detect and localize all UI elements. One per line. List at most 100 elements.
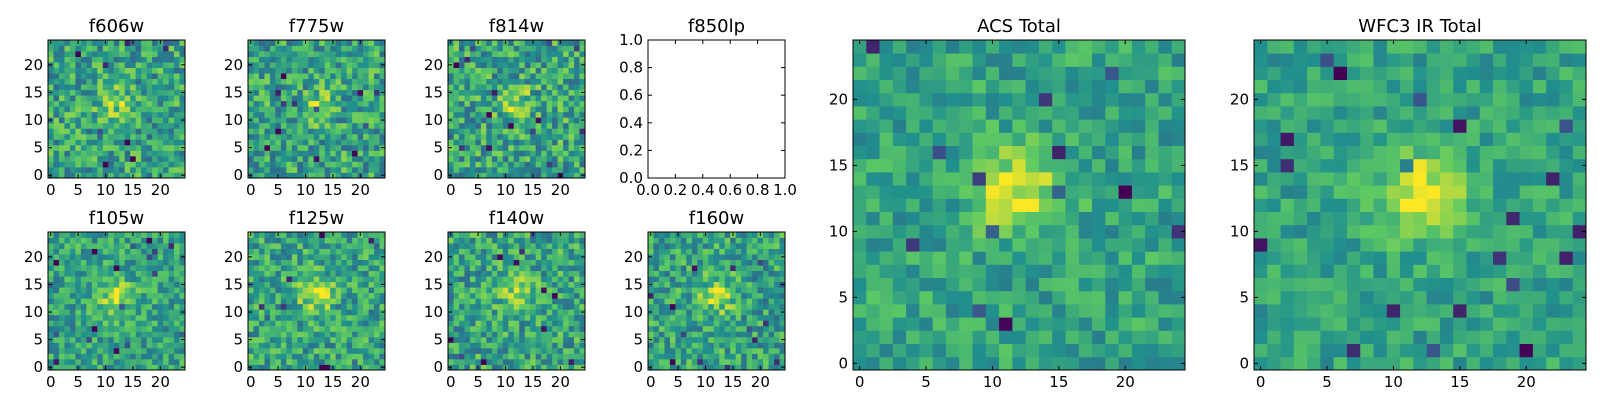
heatmap-cell (1293, 66, 1308, 80)
heatmap-cell (453, 62, 460, 68)
heatmap-cell (146, 270, 153, 277)
heatmap-cell (1025, 251, 1040, 265)
heatmap-cell (513, 150, 520, 157)
heatmap-cell (91, 133, 98, 140)
heatmap-cell (1506, 211, 1520, 226)
heatmap-cell (552, 89, 558, 96)
heatmap-cell (291, 243, 298, 249)
heatmap-cell (264, 270, 271, 277)
heatmap-cell (253, 139, 260, 146)
heatmap-cell (374, 155, 380, 162)
heatmap-cell (141, 78, 148, 85)
heatmap-cell (97, 265, 104, 272)
y-tick-label: 10 (24, 303, 43, 321)
heatmap-cell (1078, 172, 1093, 186)
heatmap-cell (280, 314, 287, 321)
heatmap-cell (141, 139, 148, 146)
heatmap-cell (264, 237, 271, 244)
heatmap-cell (319, 166, 326, 173)
heatmap-cell (313, 100, 320, 107)
heatmap-cell (269, 287, 276, 294)
heatmap-cell (146, 358, 153, 365)
heatmap-cell (163, 133, 169, 140)
heatmap-cell (480, 95, 487, 102)
heatmap-cell (119, 56, 126, 63)
heatmap-cell (302, 342, 309, 349)
heatmap-cell (119, 364, 126, 371)
heatmap-cell (102, 111, 109, 118)
heatmap-cell (248, 78, 254, 85)
heatmap-cell (480, 336, 487, 343)
heatmap-cell (269, 364, 276, 371)
heatmap-cell (319, 347, 326, 354)
heatmap-cell (1078, 290, 1093, 305)
heatmap-cell (546, 89, 553, 96)
heatmap-cell (1171, 53, 1186, 67)
heatmap-cell (1078, 145, 1093, 160)
heatmap-cell (519, 117, 526, 124)
heatmap-cell (302, 265, 309, 272)
heatmap-cell (174, 95, 180, 102)
heatmap-cell (1254, 211, 1268, 226)
heatmap-cell (552, 172, 558, 179)
heatmap-cell (530, 95, 537, 102)
heatmap-cell (1346, 343, 1361, 358)
heatmap-cell (253, 353, 260, 360)
heatmap-cell (374, 336, 380, 343)
heatmap-cell (248, 248, 254, 255)
heatmap-cell (280, 122, 287, 129)
heatmap-cell (1307, 185, 1321, 199)
heatmap-cell (508, 314, 515, 321)
heatmap-cell (508, 298, 515, 305)
heatmap-cell (357, 133, 364, 140)
heatmap-cell (253, 51, 260, 57)
y-tick-label: 5 (838, 288, 848, 306)
heatmap-cell (866, 106, 880, 120)
heatmap-cell (135, 259, 142, 266)
heatmap-cell (130, 320, 137, 327)
heatmap-cell (866, 53, 880, 67)
heatmap-cell (530, 166, 537, 173)
heatmap-cell (130, 95, 137, 102)
heatmap-cell (75, 331, 82, 338)
heatmap-cell (519, 89, 526, 96)
heatmap-cell (302, 51, 309, 57)
heatmap-cell (308, 325, 315, 332)
heatmap-cell (1012, 172, 1027, 186)
heatmap-cell (374, 95, 380, 102)
heatmap-cell (324, 270, 331, 277)
heatmap-cell (86, 364, 93, 371)
heatmap-cell (1293, 264, 1308, 278)
heatmap-cell (1307, 343, 1321, 358)
heatmap-cell (363, 139, 369, 146)
heatmap-cell (58, 237, 65, 244)
heatmap-cell (102, 166, 109, 173)
heatmap-cell (269, 243, 276, 249)
heatmap-cell (866, 264, 880, 278)
heatmap-cell (141, 270, 148, 277)
heatmap-cell (80, 287, 87, 294)
heatmap-cell (1386, 53, 1401, 67)
heatmap-cell (280, 67, 287, 74)
heatmap-cell (519, 100, 526, 107)
heatmap-cell (1254, 92, 1268, 107)
heatmap-cell (1453, 106, 1467, 120)
heatmap-cell (1493, 185, 1507, 199)
heatmap-cell (1012, 106, 1027, 120)
heatmap-cell (1346, 119, 1361, 133)
heatmap-cell (1158, 40, 1173, 54)
heatmap-cell (86, 155, 93, 162)
heatmap-cell (108, 144, 115, 151)
heatmap-cell (291, 342, 298, 349)
heatmap-cell (275, 314, 282, 321)
heatmap-cell (352, 73, 358, 80)
heatmap-cell (563, 78, 569, 85)
heatmap-cell (1466, 304, 1481, 318)
heatmap-cell (335, 347, 342, 354)
heatmap-cell (513, 303, 520, 310)
heatmap-cell (1493, 211, 1507, 226)
heatmap-cell (579, 84, 586, 91)
heatmap-cell (130, 309, 137, 316)
heatmap-cell (91, 298, 98, 305)
heatmap-cell (1012, 40, 1027, 54)
